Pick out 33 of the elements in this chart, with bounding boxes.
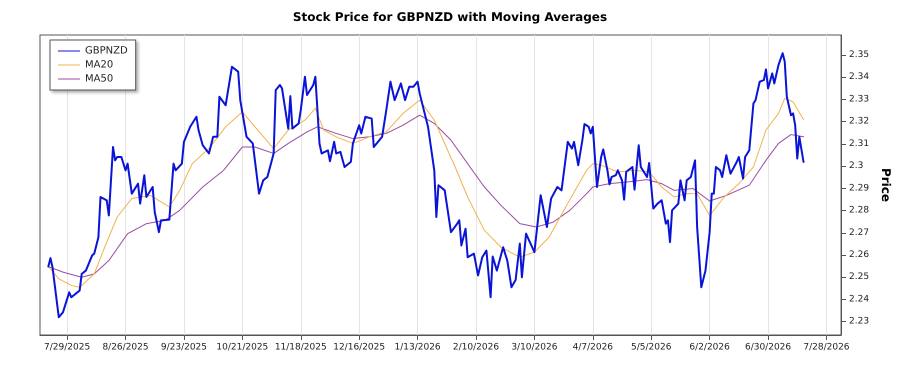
y-tick-label: 2.27 [849,228,870,238]
y-tick-label: 2.29 [849,183,870,194]
x-tick-label: 12/16/2025 [333,342,386,352]
x-tick-label: 10/21/2025 [216,342,268,352]
y-tick-label: 2.26 [849,250,870,260]
y-tick-label: 2.32 [849,116,870,127]
x-tick-label: 11/18/2025 [274,342,327,352]
x-tick-label: 3/10/2026 [511,342,558,352]
y-tick-label: 2.35 [849,50,870,60]
x-tick-label: 4/7/2026 [572,342,614,352]
y-axis-title: Price [879,168,893,202]
x-tick-label: 7/28/2026 [803,342,850,352]
x-tick-label: 7/29/2025 [44,342,90,352]
x-tick-label: 6/30/2026 [744,342,792,352]
line-series [47,52,805,318]
y-tick-label: 2.31 [849,138,870,149]
legend-label: GBPNZD [85,46,128,56]
y-tick-label: 2.24 [849,294,870,304]
x-tick-label: 5/5/2026 [631,342,672,352]
legend-label: MA20 [85,60,114,70]
legend-label: MA50 [85,74,114,84]
y-tick-label: 2.25 [849,272,870,282]
x-tick-label: 1/13/2026 [394,342,441,352]
y-tick-label: 2.23 [849,316,870,327]
y-tick-label: 2.3 [849,161,864,172]
x-tick-label: 8/26/2025 [102,342,149,352]
x-tick-label: 2/10/2026 [452,342,500,352]
x-tick-label: 6/2/2026 [689,342,730,352]
y-tick-label: 2.28 [849,206,870,216]
y-tick-label: 2.33 [849,94,870,104]
chart-title: Stock Price for GBPNZD with Moving Averages [292,10,608,24]
y-tick-label: 2.34 [849,72,870,82]
x-tick-label: 9/23/2025 [160,342,208,352]
